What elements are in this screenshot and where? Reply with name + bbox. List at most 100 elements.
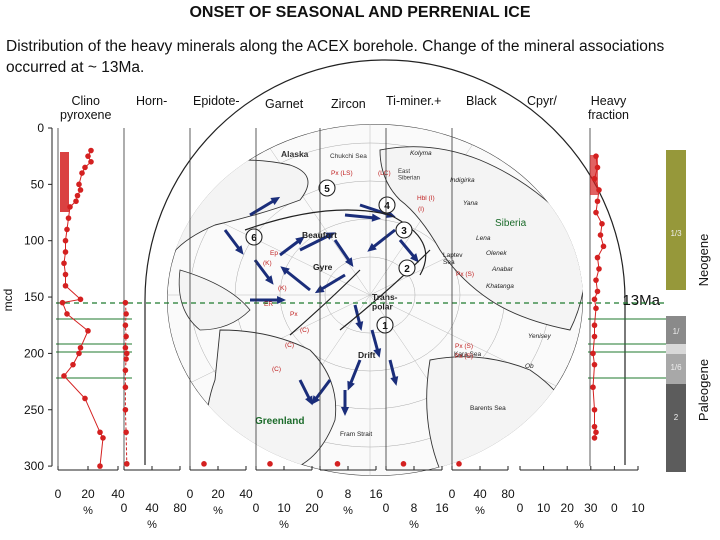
data-point [591,322,598,329]
data-point [122,299,129,306]
header-black: Black [466,94,497,108]
site-circle-6 [245,228,263,246]
drift-arrow-shaft [319,273,346,292]
bottom-tick-label: 40 [111,487,125,501]
site-circle-1 [376,316,394,334]
series-plot-6 [451,128,462,467]
bottom-tick-label: 20 [81,487,95,501]
map-annotation: (C) [272,366,281,373]
drift-arrow-shaft [279,238,301,257]
current-path [339,249,431,331]
bottom-unit-label: % [279,519,289,531]
depth-tick-label: 300 [24,459,44,473]
data-point [123,333,129,340]
bottom-tick-label: 0 [317,487,324,501]
drift-arrow-shaft [371,228,396,250]
data-point [596,266,602,272]
site-circle-3 [395,221,413,239]
data-point [77,187,84,193]
bottom-tick-label: 0 [121,501,128,515]
bottom-tick-label: 0 [55,487,62,501]
map-annotation: (K) [278,285,287,292]
data-point [85,153,91,159]
data-point [593,429,599,436]
data-point [62,271,69,278]
data-point [97,429,103,436]
unit-label: 1/6 [670,363,682,372]
data-point [122,367,129,374]
data-point [593,277,599,283]
arctic-map: 1 2 3 4 5 6 Alaska Chukchi Sea Siberia Greenland B… [144,59,626,476]
bottom-tick-label: 20 [305,501,319,515]
map-label-anabar: Anabar [491,266,514,273]
slide-title: ONSET OF SEASONAL AND PERRENIAL ICE [189,4,531,21]
drift-arrow-head [373,348,382,358]
map-annotation: Px (LS) [331,170,353,177]
data-point [593,305,599,312]
data-point [124,350,130,357]
mineral-plots [57,128,607,469]
bottom-tick-label: 8 [345,487,352,501]
data-point [70,361,76,368]
data-point [124,461,130,467]
data-point [85,328,91,334]
current-path [289,269,361,336]
drift-arrow-head [410,253,419,263]
clino-dense-band [60,152,69,212]
data-point [61,373,67,379]
bottom-unit-label: % [213,505,223,517]
series-plot-3 [255,128,273,467]
map-label-yenisey: Yenisey [528,333,552,340]
data-point [62,282,69,289]
header-cpyr: Cpyr/ [527,94,557,108]
map-label-barents: Barents Sea [470,405,506,412]
map-annotation: (LC) [378,170,391,177]
map-label-drift: Drift [358,350,376,360]
map-annotation: Px (S) [455,353,473,360]
map-label-fram: Fram Strait [340,431,372,438]
depth-tick-label: 250 [24,403,44,417]
map-annotation: (C) [300,327,309,334]
bottom-tick-label: 10 [277,501,291,515]
bottom-tick-label: 0 [187,487,194,501]
bottom-tick-label: 0 [449,487,456,501]
data-point [599,220,605,227]
data-point [77,344,84,351]
data-point [594,288,601,295]
data-point [97,463,103,469]
bottom-tick-label: 80 [501,487,515,501]
bottom-unit-label: % [83,505,93,517]
series-plot-1 [122,128,130,467]
data-point [74,192,81,199]
data-point [123,311,129,317]
map-annotation: Px (S) [455,343,473,350]
map-label-indigirka: Indigirka [450,177,475,184]
site-label-3: 3 [401,226,407,237]
data-point [65,215,72,221]
depth-tick-label: 200 [24,346,44,360]
epoch-column: 1/3 1/1/6 2 Neogene Paleogene 13Ma [622,150,711,472]
data-point [591,296,598,303]
data-point [64,226,70,233]
bottom-tick-label: 16 [435,501,449,515]
map-frame [144,59,626,465]
map-label-siberia: Siberia [495,218,527,229]
drift-arrow-head [345,257,354,267]
data-point [88,159,94,165]
drift-arrow-shaft [223,229,242,251]
neogene-block [666,150,686,290]
bottom-tick-label: 40 [145,501,159,515]
drift-arrow-head [270,196,281,205]
drift-arrow-head [367,243,377,252]
drift-arrow-shaft [333,239,352,263]
map-annotation: Px [290,311,298,318]
data-point [62,237,69,244]
map-label-kolyma: Kolyma [410,150,432,157]
drift-arrow-head [390,376,399,386]
data-point [267,461,273,467]
data-point [76,350,82,357]
data-point [122,406,129,413]
header-heavy: Heavy fraction [588,94,629,122]
drift-arrow-head [347,380,355,391]
